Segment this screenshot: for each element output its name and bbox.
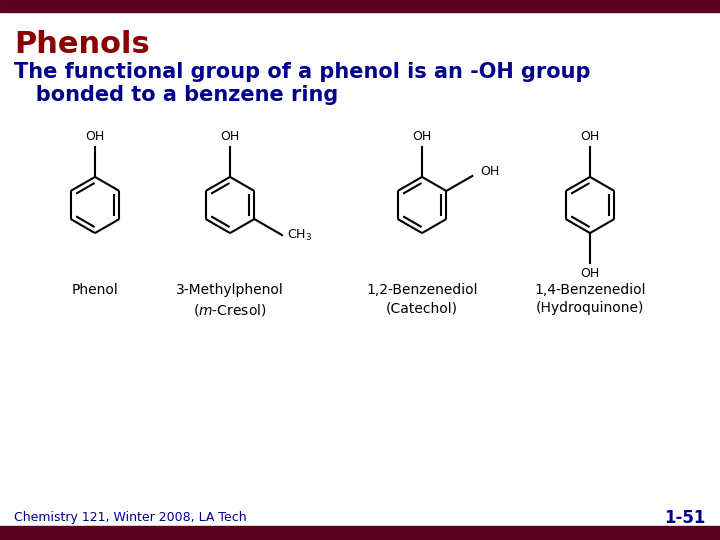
Text: The functional group of a phenol is an -OH group: The functional group of a phenol is an -… bbox=[14, 62, 590, 82]
Text: Phenols: Phenols bbox=[14, 30, 150, 59]
Text: CH$_3$: CH$_3$ bbox=[287, 227, 312, 242]
Text: 1-51: 1-51 bbox=[665, 509, 706, 527]
Text: OH: OH bbox=[580, 267, 600, 280]
Text: OH: OH bbox=[413, 130, 431, 143]
Bar bbox=[0, 0, 720, 12]
Text: Chemistry 121, Winter 2008, LA Tech: Chemistry 121, Winter 2008, LA Tech bbox=[14, 511, 247, 524]
Text: 3-Methylphenol
($m$-Cresol): 3-Methylphenol ($m$-Cresol) bbox=[176, 283, 284, 318]
Text: 1,2-Benzenediol
(Catechol): 1,2-Benzenediol (Catechol) bbox=[366, 283, 478, 315]
Text: Phenol: Phenol bbox=[71, 283, 118, 297]
Text: OH: OH bbox=[480, 165, 500, 178]
Bar bbox=[0, 526, 720, 540]
Text: OH: OH bbox=[86, 130, 104, 143]
Text: 1,4-Benzenediol
(Hydroquinone): 1,4-Benzenediol (Hydroquinone) bbox=[534, 283, 646, 315]
Text: OH: OH bbox=[580, 130, 600, 143]
Text: OH: OH bbox=[220, 130, 240, 143]
Text: bonded to a benzene ring: bonded to a benzene ring bbox=[14, 85, 338, 105]
